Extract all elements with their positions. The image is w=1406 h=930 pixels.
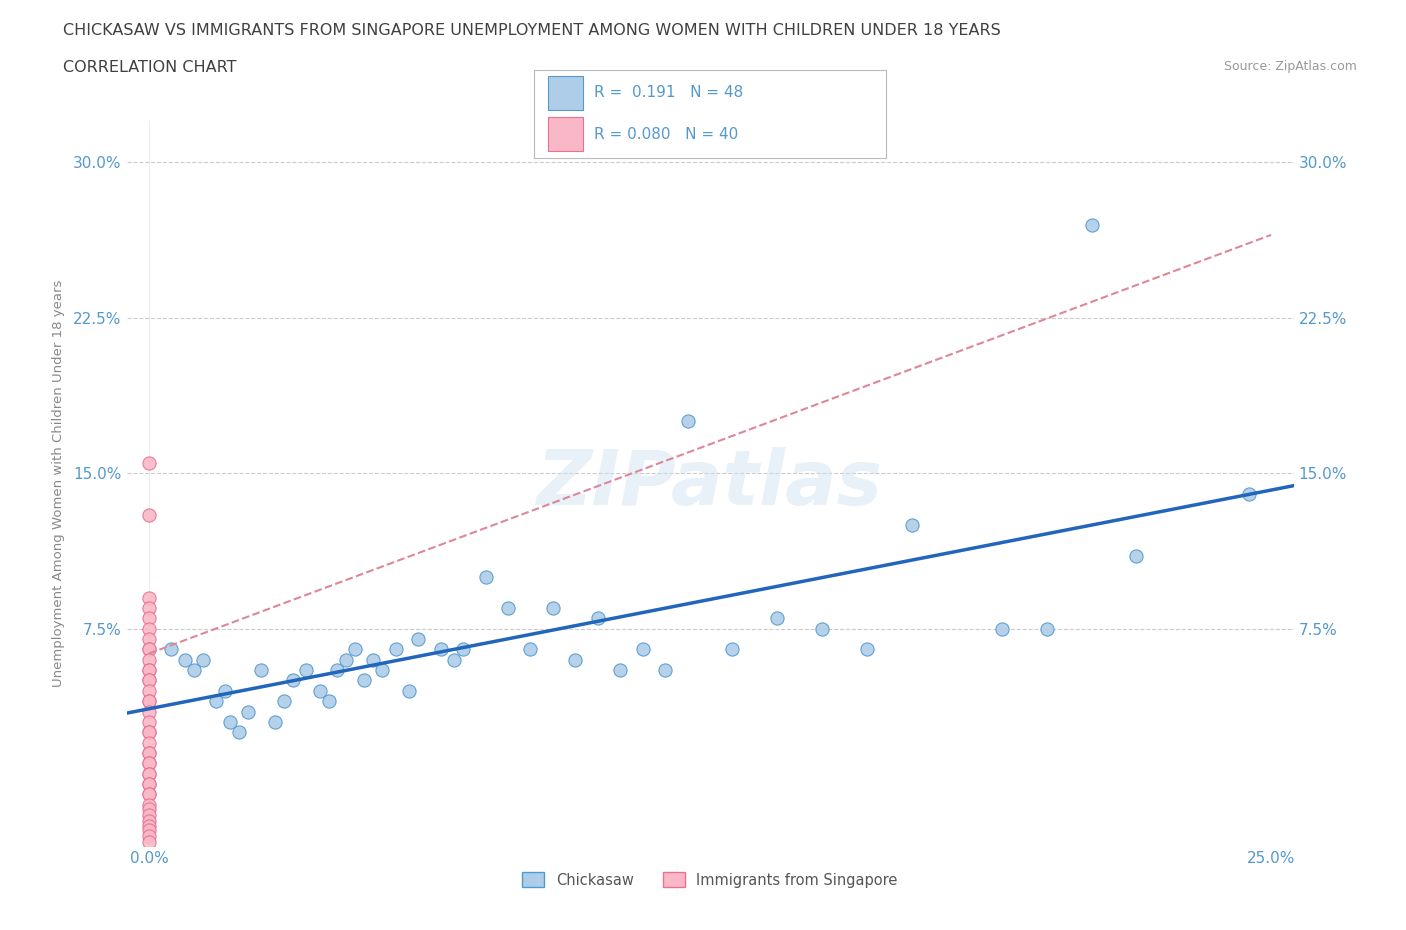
- Point: [856, 642, 879, 657]
- Point: [138, 808, 160, 823]
- Point: [631, 642, 654, 657]
- Text: Source: ZipAtlas.com: Source: ZipAtlas.com: [1223, 60, 1357, 73]
- Point: [138, 835, 160, 850]
- Text: CORRELATION CHART: CORRELATION CHART: [63, 60, 236, 75]
- Point: [1237, 486, 1260, 501]
- Point: [138, 621, 160, 636]
- Point: [138, 766, 160, 781]
- Text: ZIPatlas: ZIPatlas: [537, 446, 883, 521]
- Point: [138, 777, 160, 791]
- Point: [138, 652, 160, 667]
- Point: [474, 569, 496, 584]
- Point: [138, 829, 160, 844]
- Point: [218, 714, 240, 729]
- Point: [138, 673, 160, 688]
- Point: [429, 642, 451, 657]
- Point: [335, 652, 357, 667]
- Point: [721, 642, 744, 657]
- Point: [138, 631, 160, 646]
- Bar: [548, 117, 583, 151]
- Point: [385, 642, 408, 657]
- Point: [519, 642, 541, 657]
- Point: [326, 663, 349, 678]
- Point: [138, 714, 160, 729]
- Point: [228, 724, 250, 739]
- Point: [138, 777, 160, 791]
- Point: [138, 756, 160, 771]
- Point: [138, 822, 160, 837]
- Point: [138, 787, 160, 802]
- Point: [236, 704, 259, 719]
- Point: [496, 601, 519, 616]
- Legend: Chickasaw, Immigrants from Singapore: Chickasaw, Immigrants from Singapore: [516, 867, 904, 894]
- Point: [138, 673, 160, 688]
- Point: [138, 704, 160, 719]
- Point: [138, 611, 160, 626]
- Point: [586, 611, 609, 626]
- Point: [138, 694, 160, 709]
- Point: [443, 652, 465, 667]
- Point: [160, 642, 183, 657]
- Text: CHICKASAW VS IMMIGRANTS FROM SINGAPORE UNEMPLOYMENT AMONG WOMEN WITH CHILDREN UN: CHICKASAW VS IMMIGRANTS FROM SINGAPORE U…: [63, 23, 1001, 38]
- Point: [281, 673, 304, 688]
- Point: [138, 642, 160, 657]
- Point: [138, 724, 160, 739]
- Point: [564, 652, 586, 667]
- Point: [1035, 621, 1057, 636]
- Point: [451, 642, 474, 657]
- Point: [138, 642, 160, 657]
- Point: [138, 507, 160, 522]
- Point: [318, 694, 340, 709]
- Bar: [548, 76, 583, 110]
- Point: [901, 518, 924, 533]
- Point: [398, 684, 420, 698]
- Point: [308, 684, 330, 698]
- Point: [408, 631, 430, 646]
- Point: [371, 663, 394, 678]
- Point: [138, 724, 160, 739]
- Point: [138, 601, 160, 616]
- Point: [263, 714, 285, 729]
- Point: [363, 652, 385, 667]
- Point: [174, 652, 197, 667]
- Point: [138, 756, 160, 771]
- Point: [811, 621, 834, 636]
- Point: [138, 663, 160, 678]
- Y-axis label: Unemployment Among Women with Children Under 18 years: Unemployment Among Women with Children U…: [52, 280, 65, 687]
- Point: [1080, 217, 1102, 232]
- Point: [654, 663, 676, 678]
- Point: [138, 684, 160, 698]
- Point: [205, 694, 228, 709]
- Point: [541, 601, 564, 616]
- Point: [138, 797, 160, 812]
- Text: R =  0.191   N = 48: R = 0.191 N = 48: [593, 86, 744, 100]
- Point: [138, 746, 160, 761]
- Point: [138, 663, 160, 678]
- Point: [273, 694, 295, 709]
- Point: [676, 414, 699, 429]
- Point: [138, 694, 160, 709]
- Point: [138, 591, 160, 605]
- Text: R = 0.080   N = 40: R = 0.080 N = 40: [593, 126, 738, 141]
- Point: [609, 663, 631, 678]
- Point: [138, 456, 160, 471]
- Point: [990, 621, 1012, 636]
- Point: [344, 642, 367, 657]
- Point: [138, 787, 160, 802]
- Point: [353, 673, 375, 688]
- Point: [766, 611, 789, 626]
- Point: [138, 736, 160, 751]
- Point: [191, 652, 214, 667]
- Point: [138, 746, 160, 761]
- Point: [214, 684, 236, 698]
- Point: [138, 818, 160, 833]
- Point: [138, 802, 160, 817]
- Point: [295, 663, 318, 678]
- Point: [183, 663, 205, 678]
- Point: [250, 663, 273, 678]
- Point: [138, 766, 160, 781]
- Point: [1125, 549, 1147, 564]
- Point: [138, 814, 160, 829]
